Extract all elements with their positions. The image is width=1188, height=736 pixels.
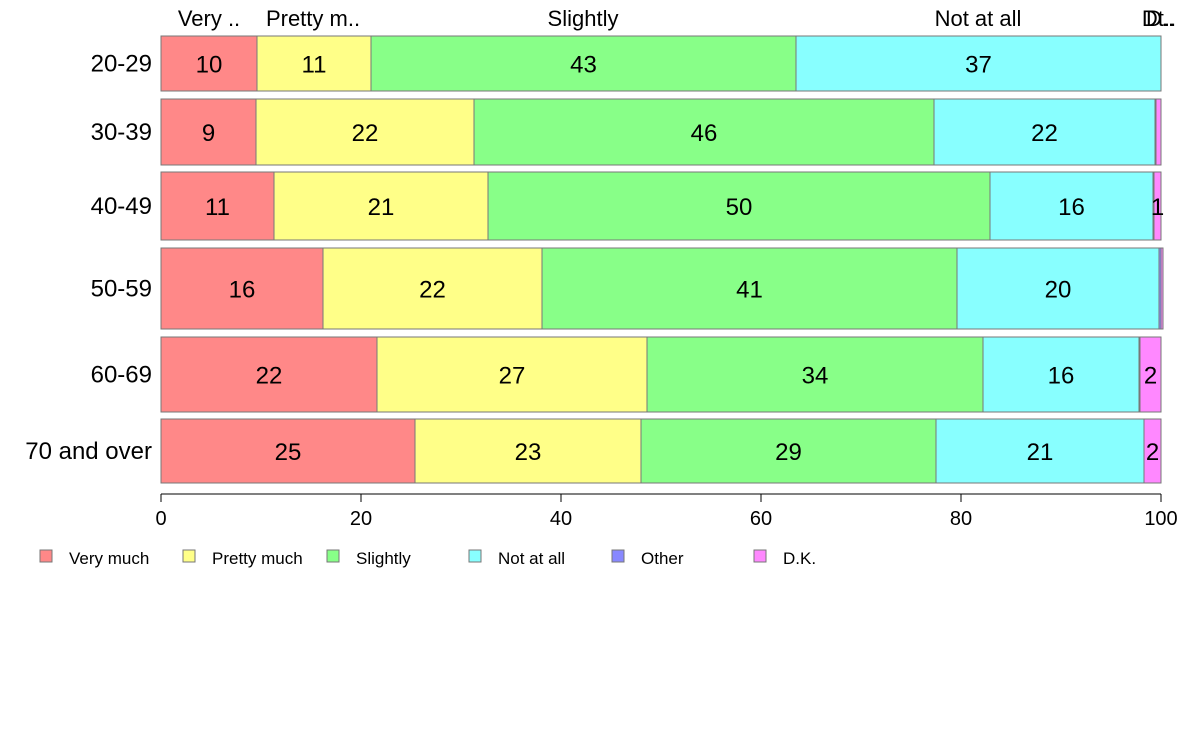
data-label: 46 [691,120,718,147]
data-label: 22 [1031,120,1058,147]
x-tick-label: 60 [750,508,772,530]
legend-label: D.K. [783,549,816,568]
x-tick-label: 100 [1144,508,1177,530]
legend-swatch [753,549,767,563]
bar-segment [933,98,1156,166]
bar-segment [935,418,1145,484]
data-label: 25 [275,439,302,466]
data-label: 2 [1146,439,1159,466]
data-label: 21 [1027,439,1054,466]
legend-swatch [39,549,53,563]
x-tick-label: 80 [950,508,972,530]
column-header: Slightly [548,6,619,31]
data-label: 11 [302,52,327,79]
data-label: 22 [256,363,283,390]
column-header: Pretty m.. [266,6,360,31]
category-label: 30-39 [91,119,152,146]
bar-segment [370,35,797,92]
bar-segment [1139,336,1162,413]
legend-swatch [611,549,625,563]
legend-label: Slightly [356,549,411,568]
bar-segment [160,98,257,166]
x-tick-label: 40 [550,508,572,530]
data-label: 11 [205,194,230,221]
data-label: 50 [726,194,753,221]
bar-segment [160,171,275,241]
bar-segment [160,336,378,413]
x-tick-label: 20 [350,508,372,530]
data-label: 1 [1151,194,1164,221]
data-label: 27 [499,363,526,390]
data-label: 16 [1048,363,1075,390]
bar-segment [160,418,416,484]
data-label: 2 [1144,363,1157,390]
category-label: 40-49 [91,193,152,220]
data-label: 10 [196,52,223,79]
category-label: 70 and over [25,438,152,465]
legend-label: Other [641,549,684,568]
column-header: D.. [1146,6,1174,31]
data-label: 41 [736,277,763,304]
bar-segment [160,35,258,92]
legend-label: Not at all [498,549,565,568]
legend-swatch [326,549,340,563]
category-label: 50-59 [91,276,152,303]
column-header: Not at all [935,6,1022,31]
data-label: 22 [352,120,379,147]
data-label: 16 [229,277,256,304]
data-label: 20 [1045,277,1072,304]
bar-segment [255,98,475,166]
data-label: 34 [802,363,829,390]
data-label: 23 [515,439,542,466]
x-tick-label: 0 [155,508,166,530]
bar-segment [541,247,958,330]
bar-segment [256,35,372,92]
column-header: Dt.. [1142,6,1176,31]
data-label: 22 [419,277,446,304]
data-label: 21 [368,194,395,221]
legend-label: Very much [69,549,149,568]
legend-swatch [182,549,196,563]
data-label: 43 [570,52,597,79]
category-label: 60-69 [91,362,152,389]
data-label: 29 [775,439,802,466]
bar-segment [414,418,642,484]
column-header: Very .. [178,6,240,31]
bar-segment [273,171,489,241]
category-label: 20-29 [91,51,152,78]
data-label: 16 [1058,194,1085,221]
bar-segment [1153,171,1162,241]
bar-segment [646,336,984,413]
bar-segment [487,171,991,241]
bar-segment [1143,418,1162,484]
bar-segment [322,247,543,330]
data-label: 37 [965,52,992,79]
bar-segment [1155,98,1162,166]
bar-segment [1160,247,1164,330]
legend-label: Pretty much [212,549,303,568]
bar-segment [473,98,935,166]
bar-segment [160,247,324,330]
legend-swatch [468,549,482,563]
data-label: 9 [202,120,215,147]
bar-segment [376,336,648,413]
bar-segment [795,35,1162,92]
bar-segment [982,336,1140,413]
bar-segment [640,418,937,484]
bar-segment [989,171,1154,241]
bar-segment [956,247,1160,330]
